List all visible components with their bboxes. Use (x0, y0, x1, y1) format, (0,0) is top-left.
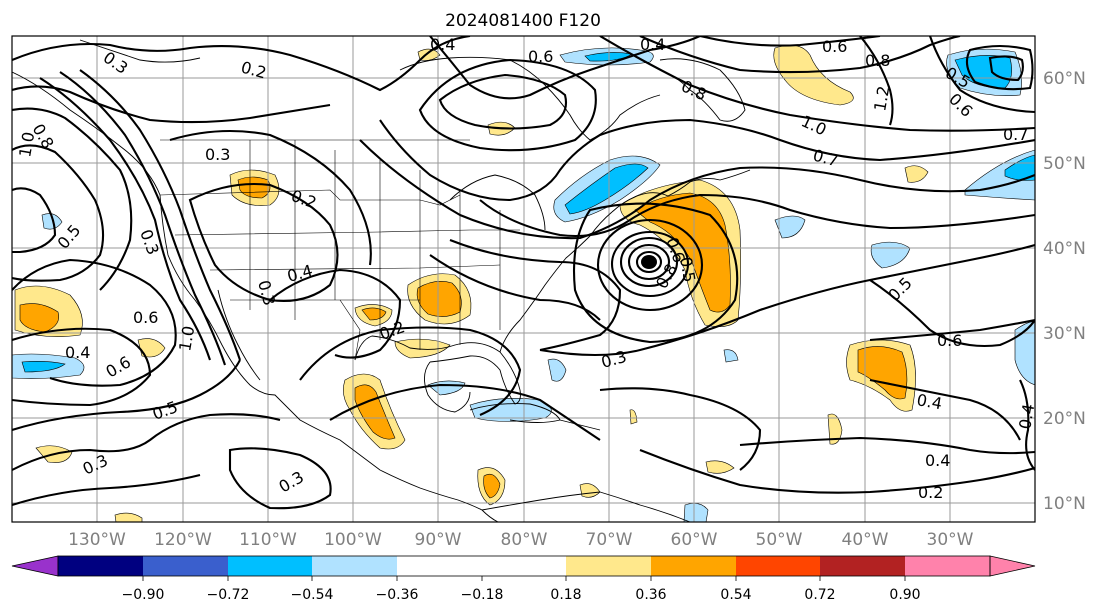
latitude-labels: 60°N 50°N 40°N 30°N 20°N 10°N (1043, 69, 1086, 514)
colorbar-swatch (905, 556, 990, 576)
colorbar-tick-label: 0.36 (635, 587, 666, 603)
colorbar-tick-label: −0.90 (122, 587, 165, 603)
contour-lines (12, 36, 1035, 510)
lon-label: 130°W (68, 530, 126, 550)
contour-label: 1.0 (175, 324, 198, 352)
pos-area (394, 338, 451, 359)
colorbar-tick-label: 0.72 (804, 587, 835, 603)
colorbar-max-extend (989, 555, 1036, 577)
contour-label: 0.4 (915, 390, 943, 413)
colorbar-swatch (228, 556, 312, 576)
shading-layer (12, 44, 1035, 522)
contour-label: 0.8 (865, 51, 890, 70)
contour-label: 0.4 (1015, 402, 1038, 430)
pos-area-strong (483, 473, 501, 499)
state-borders (159, 139, 520, 361)
colorbar-tick-label: 0.18 (550, 587, 581, 603)
contour-label: 0.6 (528, 47, 553, 66)
lon-label: 120°W (154, 530, 212, 550)
lon-label: 50°W (756, 530, 803, 550)
lat-label: 40°N (1043, 239, 1086, 259)
lon-label: 40°W (842, 530, 889, 550)
contour-label: 0.7 (1003, 125, 1028, 144)
pos-area (827, 413, 843, 445)
contour-label: 0.4 (925, 451, 950, 470)
contour-label: 0.6 (937, 331, 962, 350)
neg-area-strong (21, 361, 66, 373)
pos-area (904, 165, 929, 183)
pos-area-strong (634, 192, 731, 313)
lat-label: 20°N (1043, 409, 1086, 429)
longitude-labels: 130°W 120°W 110°W 100°W 90°W 80°W 70°W 6… (68, 530, 974, 550)
contour-label: 0.4 (640, 35, 665, 54)
pos-area (137, 338, 166, 358)
pos-area (705, 460, 735, 474)
colorbar-swatch (482, 556, 566, 576)
pos-area-strong (19, 303, 59, 333)
contour-label: 0.4 (65, 343, 90, 362)
contour-label: 0.6 (133, 308, 158, 327)
lon-label: 100°W (324, 530, 382, 550)
pos-area (773, 44, 854, 106)
colorbar-swatch (651, 556, 736, 576)
colorbar-swatch (820, 556, 905, 576)
contour-label: 1.0 (15, 130, 38, 158)
colorbar-swatch (566, 556, 651, 576)
low-center (641, 255, 657, 269)
contour-label: 0.2 (918, 483, 943, 502)
neg-area (1014, 321, 1035, 386)
neg-area-strong (564, 163, 649, 215)
neg-area (683, 503, 709, 522)
colorbar: −0.90 −0.72 −0.54 −0.36 −0.18 0.18 0.36 … (11, 555, 1036, 603)
colorbar-swatch (58, 556, 143, 576)
neg-area (547, 358, 567, 382)
pos-area (629, 409, 638, 425)
colorbar-tick-label: −0.54 (291, 587, 334, 603)
colorbar-tick-label: 0.90 (889, 587, 920, 603)
lat-label: 10°N (1043, 494, 1086, 514)
colorbar-tick-label: −0.72 (207, 587, 250, 603)
colorbar-swatch (143, 556, 228, 576)
lon-label: 80°W (501, 530, 548, 550)
neg-area-strong (954, 55, 1012, 89)
colorbar-swatch (312, 556, 397, 576)
contour-label: 0.4 (430, 35, 455, 54)
neg-area (41, 213, 63, 230)
lat-label: 50°N (1043, 154, 1086, 174)
lat-label: 60°N (1043, 69, 1086, 89)
colorbar-swatch (397, 556, 482, 576)
map-panel: 0.3 0.2 0.4 0.6 0.4 0.6 0.8 1.0 0.8 1.2 … (12, 35, 1038, 522)
contour-label: 0.6 (822, 37, 847, 56)
pos-area (114, 512, 143, 522)
colorbar-tick-label: 0.54 (720, 587, 751, 603)
colorbar-tick-label: −0.18 (461, 587, 504, 603)
map-frame (11, 35, 1036, 523)
neg-area (774, 215, 806, 239)
colorbar-tick-label: −0.36 (376, 587, 419, 603)
lon-label: 30°W (927, 530, 974, 550)
lat-label: 30°N (1043, 324, 1086, 344)
neg-area (870, 241, 911, 269)
lon-label: 90°W (415, 530, 462, 550)
neg-area (723, 349, 739, 363)
colorbar-swatch (736, 556, 820, 576)
lon-label: 60°W (671, 530, 718, 550)
pos-area-strong (354, 384, 396, 440)
colorbar-min-extend (11, 555, 59, 577)
map-title: 2024081400 F120 (445, 11, 601, 31)
lon-label: 70°W (586, 530, 633, 550)
lon-label: 110°W (239, 530, 297, 550)
contour-label: 0.5 (676, 255, 699, 283)
contour-label: 1.2 (870, 84, 893, 112)
contour-label: 0.3 (205, 145, 230, 164)
